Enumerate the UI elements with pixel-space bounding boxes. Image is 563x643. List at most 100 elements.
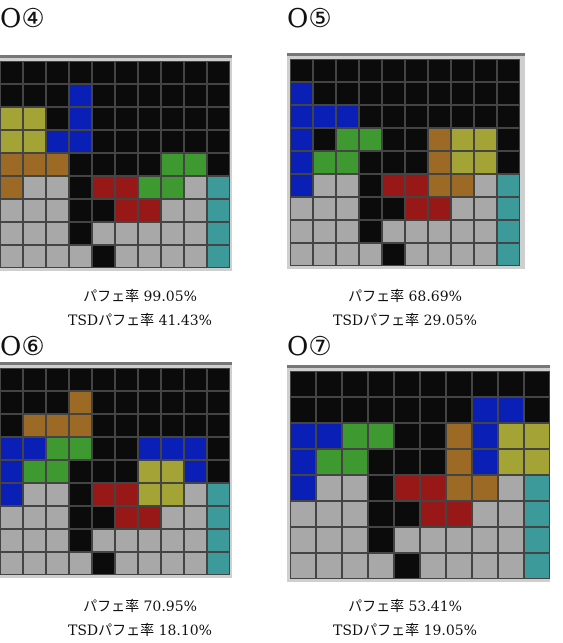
cell <box>23 176 46 199</box>
cell <box>184 245 207 268</box>
tsd-perfect-rate: TSDパフェ率 41.43% <box>68 313 212 329</box>
cell <box>207 460 230 483</box>
cell <box>0 552 23 575</box>
cell <box>92 552 115 575</box>
cell <box>368 423 394 449</box>
cell <box>451 128 474 151</box>
cell <box>497 128 520 151</box>
cell <box>472 423 498 449</box>
cell <box>405 151 428 174</box>
cell <box>0 391 23 414</box>
cell <box>0 506 23 529</box>
cell <box>342 449 368 475</box>
tsd-perfect-rate: TSDパフェ率 19.05% <box>333 623 477 639</box>
cell <box>207 552 230 575</box>
cell <box>23 245 46 268</box>
cell <box>161 483 184 506</box>
cell <box>313 197 336 220</box>
cell <box>69 107 92 130</box>
cell <box>498 371 524 397</box>
cell <box>115 107 138 130</box>
cell <box>405 59 428 82</box>
cell <box>138 176 161 199</box>
cell <box>184 414 207 437</box>
cell <box>184 84 207 107</box>
cell <box>290 423 316 449</box>
cell <box>446 449 472 475</box>
cell <box>207 153 230 176</box>
cell <box>115 245 138 268</box>
cell <box>69 153 92 176</box>
cell <box>161 61 184 84</box>
cell <box>359 128 382 151</box>
cell <box>207 414 230 437</box>
cell <box>290 220 313 243</box>
cell <box>451 59 474 82</box>
cell <box>115 153 138 176</box>
cell <box>405 128 428 151</box>
cell <box>394 527 420 553</box>
cell <box>46 552 69 575</box>
cell <box>497 220 520 243</box>
cell <box>405 243 428 266</box>
cell <box>184 107 207 130</box>
cell <box>69 176 92 199</box>
cell <box>316 527 342 553</box>
cell <box>46 176 69 199</box>
cell <box>138 107 161 130</box>
cell <box>498 475 524 501</box>
cell <box>23 107 46 130</box>
cell <box>498 501 524 527</box>
board-label: O⑤ <box>287 4 332 34</box>
perfect-rate: パフェ率 53.41% <box>348 599 462 615</box>
cell <box>46 414 69 437</box>
cell <box>0 245 23 268</box>
cell <box>382 220 405 243</box>
cell <box>524 423 550 449</box>
cell <box>138 84 161 107</box>
cell <box>313 220 336 243</box>
cell <box>69 222 92 245</box>
cell <box>451 82 474 105</box>
cell <box>405 105 428 128</box>
cell <box>420 397 446 423</box>
cell <box>290 553 316 579</box>
cell <box>342 501 368 527</box>
cell <box>394 501 420 527</box>
cell <box>290 397 316 423</box>
cell <box>138 529 161 552</box>
cell <box>313 128 336 151</box>
cell <box>23 222 46 245</box>
cell <box>524 553 550 579</box>
cell <box>69 483 92 506</box>
cell <box>138 506 161 529</box>
cell <box>115 368 138 391</box>
cell <box>342 475 368 501</box>
cell <box>290 501 316 527</box>
cell <box>405 220 428 243</box>
cell <box>161 176 184 199</box>
board <box>287 365 550 582</box>
cell <box>420 423 446 449</box>
cell <box>472 397 498 423</box>
cell <box>336 220 359 243</box>
cell <box>207 368 230 391</box>
cell <box>69 437 92 460</box>
cell <box>23 368 46 391</box>
cell <box>313 59 336 82</box>
cell <box>472 527 498 553</box>
cell <box>207 391 230 414</box>
cell <box>92 199 115 222</box>
cell <box>138 483 161 506</box>
cell <box>184 153 207 176</box>
cell <box>382 105 405 128</box>
cell <box>0 176 23 199</box>
cell <box>0 222 23 245</box>
perfect-rate: パフェ率 68.69% <box>348 289 462 305</box>
cell <box>0 61 23 84</box>
cell <box>0 368 23 391</box>
tsd-perfect-rate: TSDパフェ率 29.05% <box>333 313 477 329</box>
cell <box>161 368 184 391</box>
cell <box>498 397 524 423</box>
cell <box>382 59 405 82</box>
